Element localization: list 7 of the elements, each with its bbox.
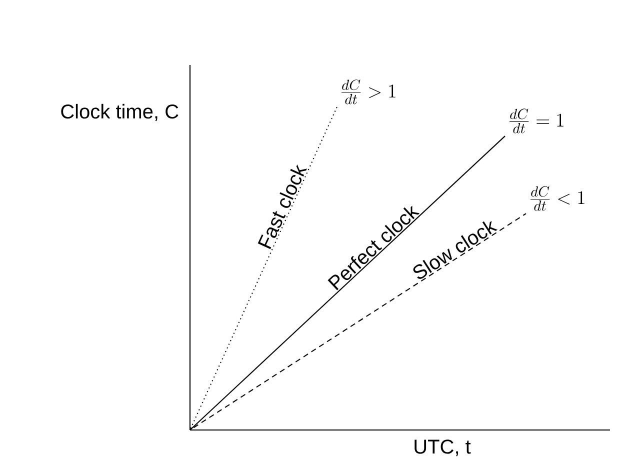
text: Slow clock — [413, 221, 498, 279]
text: $\frac{dC}{dt} > 1$ — [342, 80, 396, 104]
annotation: $\frac{dC}{dt} = 1$ — [510, 108, 564, 134]
text: Fast clock — [258, 164, 307, 250]
x-axis-title: UTC, t — [414, 440, 471, 456]
annotation: $\frac{dC}{dt} < 1$ — [530, 186, 584, 211]
y-axis-title: Clock time, C — [61, 104, 178, 122]
